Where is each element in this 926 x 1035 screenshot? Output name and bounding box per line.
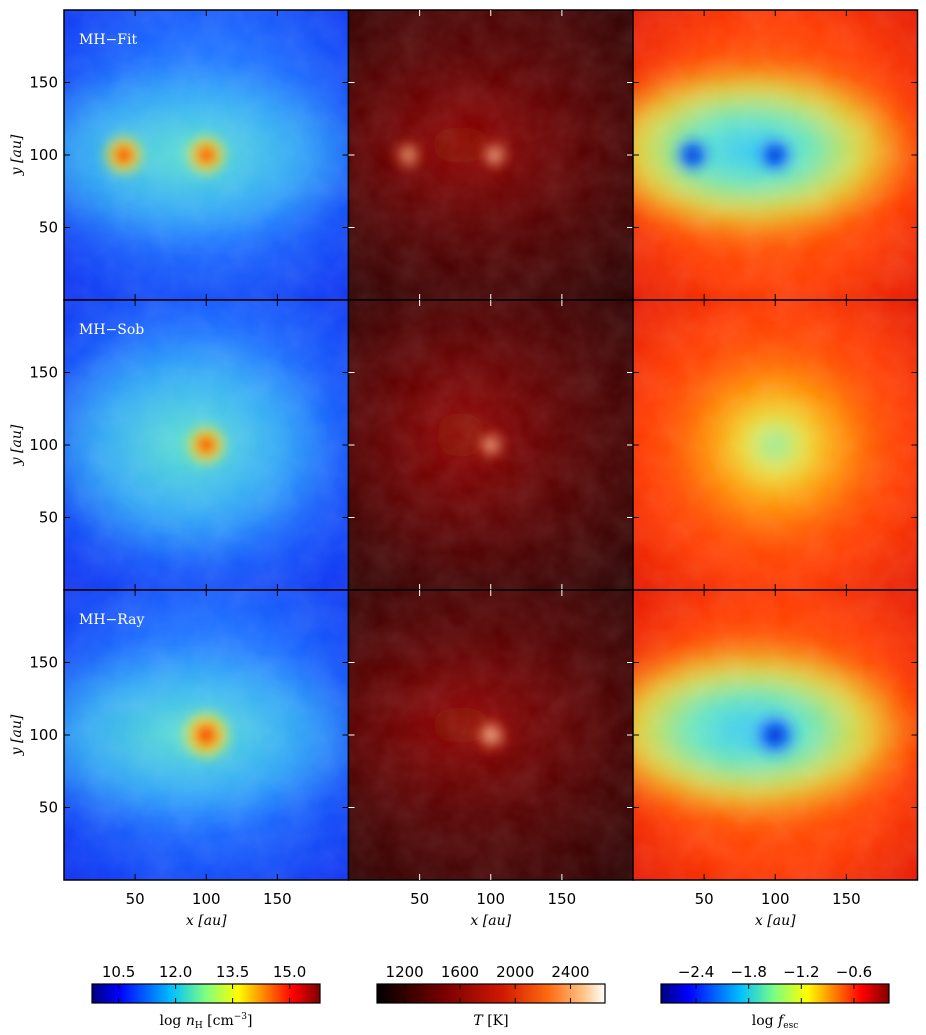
colorbar-2: 1200 1600 2000 2400 T [K] (376, 963, 606, 1029)
y-tick-label: 50 (39, 219, 58, 237)
panel-grid: MH−Fit MH−Sob MH−Ray (63, 9, 919, 881)
colorbar-tick-label: −1.8 (730, 963, 766, 981)
colorbar-tick-label: 1200 (386, 963, 424, 981)
colorbar-tick-label: 15.0 (273, 963, 306, 981)
colorbar-gradient (91, 983, 321, 1004)
panel-temp-row-2 (347, 299, 634, 591)
turbulence-texture (64, 590, 349, 880)
x-tick-label: 150 (832, 890, 861, 908)
axes: 50 100 150 y [au] 50 100 150 y [au] 50 100 150 y [a… (9, 74, 861, 930)
panel-temp-row-1 (347, 9, 634, 301)
colorbar-tick-label: −1.2 (783, 963, 819, 981)
y-tick-label: 150 (29, 364, 58, 382)
y-tick-label: 100 (29, 146, 58, 164)
colorbar-label: log nH [cm−3] (160, 1012, 253, 1031)
colorbar-1: 10.5 12.0 13.5 15.0 log nH [cm−3] (91, 963, 321, 1031)
panel-fesc-row-2 (632, 299, 919, 591)
colorbar-tick-label: 13.5 (216, 963, 249, 981)
turbulence-texture (348, 590, 633, 880)
colorbar-label: log fesc (752, 1013, 799, 1031)
y-tick-label: 50 (39, 799, 58, 817)
colorbar-tick-label: 10.5 (102, 963, 135, 981)
colorbars: 10.5 12.0 13.5 15.0 log nH [cm−3] 1200 1600 200… (91, 963, 890, 1031)
row-label: MH−Fit (79, 32, 137, 48)
x-tick-label: 50 (410, 890, 429, 908)
colorbar-3: −2.4 −1.8 −1.2 −0.6 log fesc (660, 963, 890, 1031)
panel-temp-row-3 (347, 589, 634, 881)
x-tick-label: 50 (126, 890, 145, 908)
x-tick-label: 100 (476, 890, 505, 908)
y-tick-label: 150 (29, 74, 58, 92)
x-axis-label: x [au] (755, 913, 796, 929)
panel-dens-row-2: MH−Sob (63, 299, 350, 591)
panel-fesc-row-1 (632, 9, 919, 301)
colorbar-tick-label: 2400 (551, 963, 589, 981)
colorbar-label: T [K] (473, 1013, 508, 1029)
x-axis-label: x [au] (186, 913, 227, 929)
colorbar-tick-label: 2000 (496, 963, 534, 981)
x-tick-label: 100 (192, 890, 221, 908)
panel-dens-row-1: MH−Fit (63, 9, 350, 301)
turbulence-texture (633, 300, 918, 590)
colorbar-tick-label: −2.4 (678, 963, 714, 981)
turbulence-texture (633, 10, 918, 300)
panel-fesc-row-3 (632, 589, 919, 881)
colorbar-tick-label: 12.0 (159, 963, 192, 981)
x-tick-label: 50 (695, 890, 714, 908)
y-axis-label: y [au] (9, 424, 25, 466)
turbulence-texture (348, 10, 633, 300)
colorbar-gradient (376, 983, 606, 1004)
colorbar-gradient (660, 983, 890, 1004)
x-tick-label: 150 (263, 890, 292, 908)
y-tick-label: 100 (29, 436, 58, 454)
turbulence-texture (64, 300, 349, 590)
colorbar-tick-label: −0.6 (836, 963, 872, 981)
turbulence-texture (633, 590, 918, 880)
panel-dens-row-3: MH−Ray (63, 589, 350, 881)
y-tick-label: 50 (39, 509, 58, 527)
y-tick-label: 100 (29, 726, 58, 744)
x-tick-label: 150 (548, 890, 577, 908)
x-axis-label: x [au] (470, 913, 511, 929)
y-axis-label: y [au] (9, 134, 25, 176)
row-label: MH−Ray (79, 612, 144, 628)
y-axis-label: y [au] (9, 714, 25, 756)
x-tick-label: 100 (761, 890, 790, 908)
row-label: MH−Sob (79, 322, 144, 338)
turbulence-texture (348, 300, 633, 590)
colorbar-tick-label: 1600 (441, 963, 479, 981)
y-tick-label: 150 (29, 654, 58, 672)
turbulence-texture (64, 10, 349, 300)
